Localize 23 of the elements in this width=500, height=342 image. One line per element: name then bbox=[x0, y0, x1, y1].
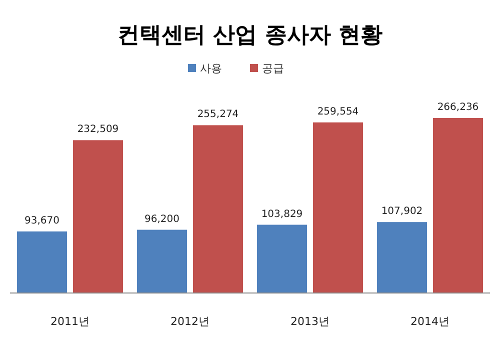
x-tick-label: 2011년 bbox=[50, 315, 90, 328]
bar bbox=[377, 222, 427, 293]
bar bbox=[73, 140, 123, 293]
bar bbox=[433, 118, 483, 293]
bar bbox=[257, 224, 307, 293]
data-label: 259,554 bbox=[317, 106, 359, 118]
x-tick-label: 2014년 bbox=[410, 315, 450, 328]
data-label: 255,274 bbox=[197, 109, 239, 120]
data-label: 96,200 bbox=[144, 214, 180, 225]
bar bbox=[17, 231, 67, 293]
bar bbox=[193, 125, 243, 293]
data-label: 103,829 bbox=[261, 208, 303, 220]
bar bbox=[137, 230, 187, 293]
x-tick-label: 2012년 bbox=[170, 315, 210, 328]
chart-title: 컨택센터 산업 종사자 현황 bbox=[118, 23, 382, 48]
data-label: 107,902 bbox=[381, 206, 423, 218]
legend-label: 공급 bbox=[262, 62, 284, 75]
x-tick-label: 2013년 bbox=[290, 315, 330, 328]
data-label: 93,670 bbox=[24, 215, 60, 226]
data-label: 266,236 bbox=[437, 102, 479, 113]
data-label: 232,509 bbox=[77, 124, 119, 136]
bar bbox=[313, 122, 363, 293]
legend-label: 사용 bbox=[200, 62, 222, 75]
